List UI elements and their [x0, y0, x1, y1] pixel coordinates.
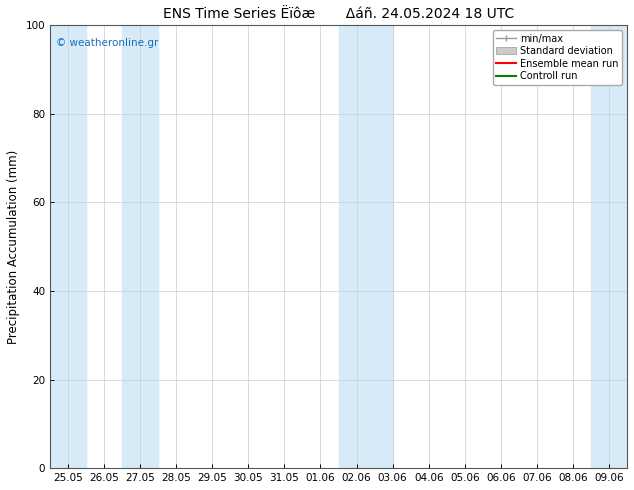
Text: © weatheronline.gr: © weatheronline.gr [56, 38, 158, 48]
Title: ENS Time Series Ëïôæ       Δáñ. 24.05.2024 18 UTC: ENS Time Series Ëïôæ Δáñ. 24.05.2024 18 … [163, 7, 514, 21]
Y-axis label: Precipitation Accumulation (mm): Precipitation Accumulation (mm) [7, 149, 20, 343]
Bar [50, 25, 86, 468]
Bar [122, 25, 158, 468]
Bar [339, 25, 392, 468]
Bar [591, 25, 627, 468]
Legend: min/max, Standard deviation, Ensemble mean run, Controll run: min/max, Standard deviation, Ensemble me… [493, 30, 622, 85]
